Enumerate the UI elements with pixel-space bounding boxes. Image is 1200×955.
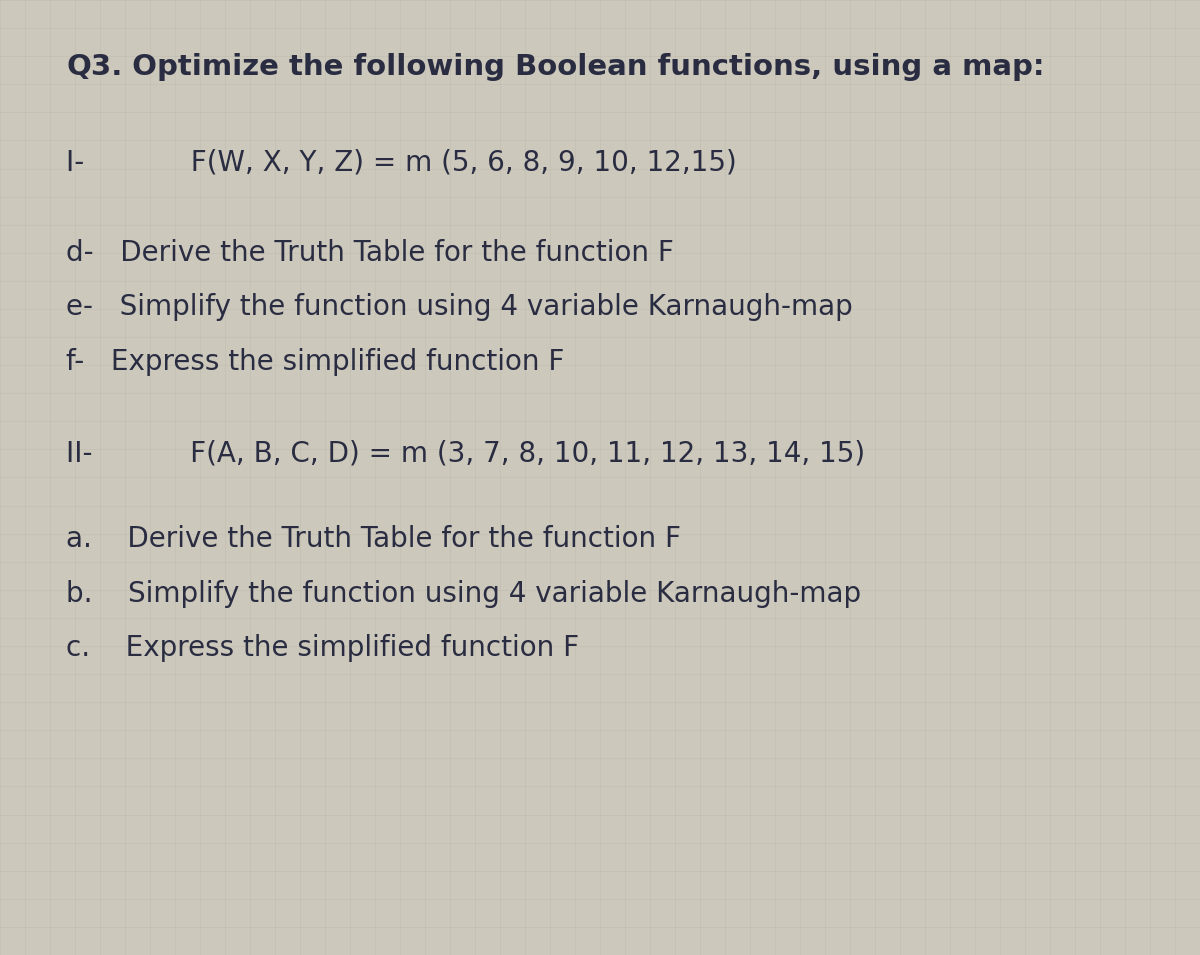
Text: d-   Derive the Truth Table for the function F: d- Derive the Truth Table for the functi… [66,239,674,266]
Text: II-           F(A, B, C, D) = m (3, 7, 8, 10, 11, 12, 13, 14, 15): II- F(A, B, C, D) = m (3, 7, 8, 10, 11, … [66,439,865,467]
Text: Optimize the following Boolean functions, using a map:: Optimize the following Boolean functions… [122,53,1045,80]
Text: I-            F(W, X, Y, Z) = m (5, 6, 8, 9, 10, 12,15): I- F(W, X, Y, Z) = m (5, 6, 8, 9, 10, 12… [66,148,737,176]
Text: c.    Express the simplified function F: c. Express the simplified function F [66,634,580,662]
Text: b.    Simplify the function using 4 variable Karnaugh-map: b. Simplify the function using 4 variabl… [66,580,862,607]
Text: f-   Express the simplified function F: f- Express the simplified function F [66,348,564,375]
Text: a.    Derive the Truth Table for the function F: a. Derive the Truth Table for the functi… [66,525,682,553]
Text: Q3.: Q3. [66,53,122,80]
Text: e-   Simplify the function using 4 variable Karnaugh-map: e- Simplify the function using 4 variabl… [66,293,853,321]
